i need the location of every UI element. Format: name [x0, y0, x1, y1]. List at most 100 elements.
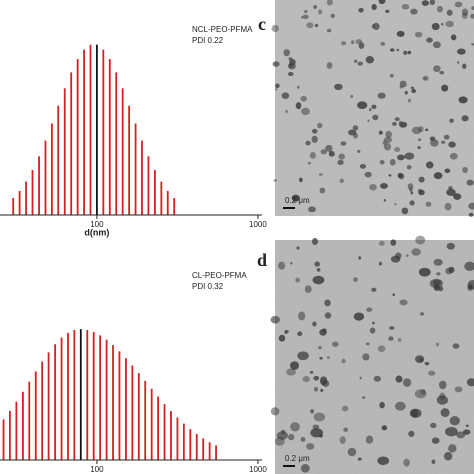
particle: [399, 80, 407, 88]
particle: [318, 173, 323, 176]
bar: [125, 358, 127, 460]
particle: [428, 370, 436, 376]
particle: [318, 9, 323, 15]
bar: [25, 181, 27, 215]
particle: [302, 375, 310, 383]
particle: [271, 24, 279, 33]
particle: [449, 416, 460, 426]
particle: [292, 195, 300, 202]
particle: [433, 258, 443, 266]
particle: [319, 187, 326, 194]
particle: [461, 8, 469, 16]
particle: [304, 9, 308, 13]
bar: [76, 59, 79, 215]
particle: [449, 152, 458, 160]
particle: [297, 85, 300, 89]
particle: [439, 70, 445, 75]
bar: [208, 442, 211, 460]
particle: [301, 107, 310, 116]
particle: [443, 452, 453, 461]
particle: [307, 161, 311, 165]
particle: [295, 277, 301, 283]
particle: [337, 159, 344, 166]
particle: [276, 431, 288, 440]
particle: [365, 55, 375, 64]
particle: [425, 201, 432, 207]
particle: [406, 164, 412, 170]
particle: [405, 254, 409, 257]
particle: [380, 41, 386, 46]
particle: [403, 50, 408, 55]
particle: [457, 48, 466, 55]
particle: [322, 380, 330, 388]
bar: [70, 72, 73, 215]
particle: [313, 412, 326, 422]
particle: [379, 401, 385, 409]
particle: [418, 357, 424, 362]
particle: [286, 330, 290, 333]
bar: [31, 170, 34, 215]
particle: [429, 136, 436, 142]
particle: [420, 312, 425, 316]
particle: [351, 40, 355, 45]
particle: [308, 206, 316, 213]
particle: [433, 65, 441, 73]
particle: [385, 9, 390, 14]
particle: [270, 315, 281, 324]
particle: [331, 341, 339, 347]
particle: [312, 321, 317, 327]
bar: [54, 344, 57, 460]
particle: [290, 262, 293, 265]
particle: [270, 407, 280, 416]
bar: [128, 105, 131, 215]
particle: [297, 351, 309, 361]
particle: [311, 237, 318, 246]
bar: [147, 156, 150, 215]
particle: [313, 4, 318, 10]
particle: [446, 242, 455, 250]
particle: [359, 376, 362, 380]
particle: [397, 172, 403, 179]
particle: [354, 59, 358, 63]
particle: [418, 189, 425, 196]
particle: [306, 443, 315, 450]
particle: [371, 4, 377, 11]
particle: [326, 28, 332, 33]
particle: [401, 207, 409, 215]
bar: [182, 423, 185, 460]
particle: [414, 31, 423, 38]
particle: [316, 267, 321, 272]
bar: [79, 329, 82, 460]
particle: [383, 143, 392, 151]
particle: [321, 328, 327, 333]
bar: [157, 396, 160, 460]
x-tick-label: 100: [90, 220, 104, 229]
particle: [377, 92, 386, 99]
bar: [50, 123, 53, 215]
particle: [389, 158, 396, 166]
particle: [286, 368, 296, 376]
particle: [288, 63, 294, 68]
particle: [371, 24, 376, 29]
particle: [371, 104, 377, 110]
particle: [410, 191, 414, 195]
particle: [324, 299, 331, 307]
particle: [452, 343, 460, 349]
particle: [312, 275, 325, 285]
particle: [273, 179, 278, 182]
particle: [454, 1, 463, 8]
particle: [280, 429, 286, 435]
particle: [435, 342, 440, 347]
bar: [28, 381, 31, 460]
bar: [2, 419, 5, 460]
particle: [380, 182, 388, 189]
bar: [34, 371, 37, 460]
particle: [389, 73, 394, 78]
bar: [215, 445, 217, 460]
bar: [38, 156, 40, 215]
particle: [404, 90, 408, 95]
particle: [468, 202, 474, 210]
particle: [306, 22, 314, 29]
particle: [281, 92, 290, 99]
particle: [362, 353, 370, 361]
